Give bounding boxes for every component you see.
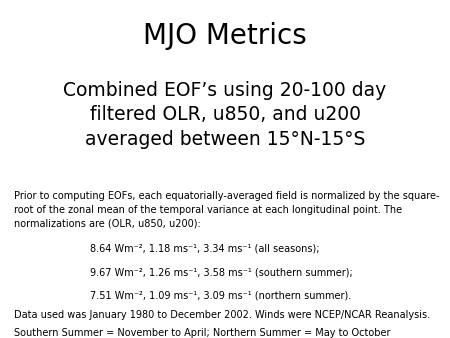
Text: 8.64 Wm⁻², 1.18 ms⁻¹, 3.34 ms⁻¹ (all seasons);: 8.64 Wm⁻², 1.18 ms⁻¹, 3.34 ms⁻¹ (all sea…	[90, 243, 320, 254]
Text: Data used was January 1980 to December 2002. Winds were NCEP/NCAR Reanalysis.: Data used was January 1980 to December 2…	[14, 310, 430, 320]
Text: 7.51 Wm⁻², 1.09 ms⁻¹, 3.09 ms⁻¹ (northern summer).: 7.51 Wm⁻², 1.09 ms⁻¹, 3.09 ms⁻¹ (norther…	[90, 291, 351, 301]
Text: Prior to computing EOFs, each equatorially-averaged field is normalized by the s: Prior to computing EOFs, each equatorial…	[14, 191, 439, 229]
Text: 9.67 Wm⁻², 1.26 ms⁻¹, 3.58 ms⁻¹ (southern summer);: 9.67 Wm⁻², 1.26 ms⁻¹, 3.58 ms⁻¹ (souther…	[90, 267, 353, 277]
Text: Southern Summer = November to April; Northern Summer = May to October: Southern Summer = November to April; Nor…	[14, 328, 390, 338]
Text: MJO Metrics: MJO Metrics	[143, 22, 307, 50]
Text: Combined EOF’s using 20-100 day
filtered OLR, u850, and u200
averaged between 15: Combined EOF’s using 20-100 day filtered…	[63, 81, 387, 149]
